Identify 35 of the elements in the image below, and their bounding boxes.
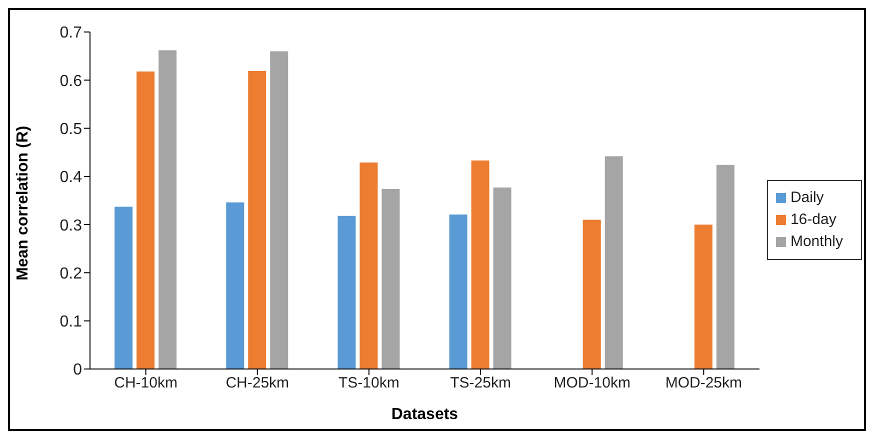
- y-tick-label: 0.7: [60, 24, 82, 42]
- bar: [716, 164, 734, 369]
- x-tick-label: MOD-10km: [554, 374, 630, 392]
- x-tick-label: TS-25km: [450, 374, 511, 392]
- x-tick-label: CH-10km: [114, 374, 178, 392]
- bar: [471, 160, 490, 369]
- bar: [136, 71, 155, 369]
- bar: [338, 216, 356, 369]
- y-axis-title: Mean correlation (R): [14, 126, 32, 280]
- bar: [360, 162, 378, 369]
- bar: [270, 51, 288, 369]
- x-axis-title: Datasets: [391, 406, 458, 423]
- y-tick-label: 0: [73, 362, 82, 379]
- y-tick-label: 0.6: [60, 72, 82, 90]
- bar: [382, 188, 400, 369]
- bar: [493, 188, 512, 369]
- bar: [694, 224, 712, 369]
- y-tick-label: 0.5: [60, 120, 82, 138]
- y-tick-label: 0.1: [60, 314, 82, 331]
- bar: [449, 214, 468, 369]
- x-tick-label: MOD-25km: [665, 374, 742, 392]
- y-tick-label: 0.4: [60, 169, 82, 186]
- legend-label: Monthly: [790, 232, 843, 250]
- y-tick-label: 0.3: [60, 217, 82, 234]
- legend-label: Daily: [790, 188, 824, 206]
- x-tick-label: CH-25km: [226, 374, 290, 392]
- bar: [114, 206, 133, 369]
- bar: [582, 220, 601, 369]
- y-tick-label: 0.2: [60, 265, 82, 282]
- bar: [604, 156, 623, 369]
- bar: [226, 202, 244, 369]
- bar: [158, 50, 177, 369]
- x-tick-label: TS-10km: [338, 374, 400, 392]
- legend-label: 16-day: [790, 210, 836, 228]
- bar: [248, 70, 266, 369]
